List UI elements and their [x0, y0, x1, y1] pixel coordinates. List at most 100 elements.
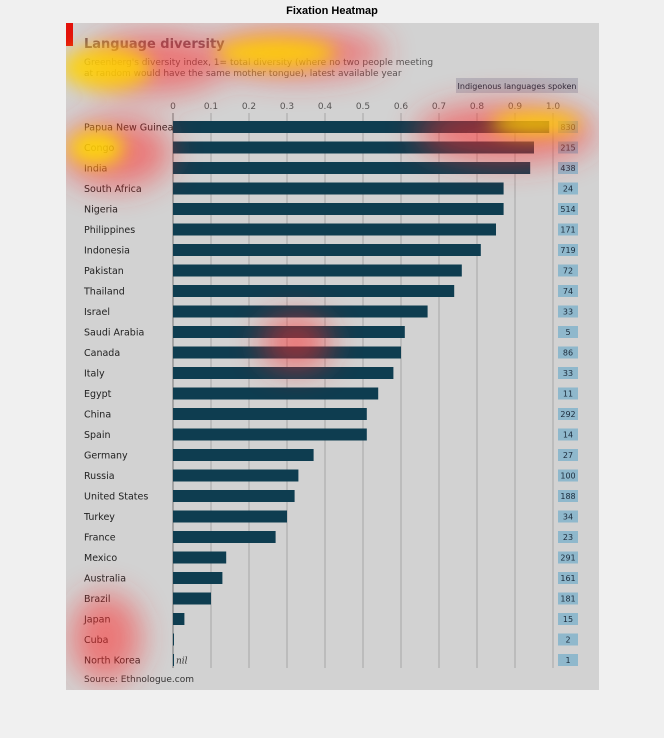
languages-badge	[558, 531, 578, 543]
languages-badge	[558, 162, 578, 174]
category-label: Japan	[83, 615, 111, 626]
category-label: Egypt	[84, 389, 112, 400]
bar	[173, 182, 504, 195]
languages-badge	[558, 223, 578, 236]
languages-badge	[558, 428, 578, 441]
x-tick-label: 0	[170, 102, 176, 112]
category-label: Brazil	[84, 594, 111, 605]
languages-badge	[558, 449, 578, 461]
category-label: United States	[84, 492, 148, 503]
languages-value: 34	[563, 513, 573, 522]
languages-value: 438	[560, 164, 575, 173]
bar	[173, 531, 276, 543]
languages-badge	[558, 264, 578, 277]
category-label: India	[84, 164, 107, 175]
bar	[173, 305, 428, 318]
bar	[173, 387, 379, 400]
accent-tab	[66, 23, 73, 46]
x-tick-label: 1.0	[546, 102, 561, 112]
languages-badge	[558, 305, 578, 318]
category-label: Thailand	[83, 287, 125, 298]
languages-badge	[558, 285, 578, 297]
bar	[173, 592, 211, 605]
languages-badge	[558, 613, 578, 625]
category-label: Italy	[84, 369, 105, 380]
x-tick-label: 0.4	[318, 102, 333, 112]
languages-value: 2	[565, 636, 570, 645]
languages-value: 181	[560, 595, 575, 604]
x-tick-label: 0.9	[508, 102, 523, 112]
languages-badge	[558, 572, 578, 584]
languages-value: 292	[560, 410, 575, 419]
bar	[173, 162, 531, 174]
figure-title: Fixation Heatmap	[286, 5, 378, 17]
bar	[173, 469, 299, 482]
category-label: Germany	[84, 451, 128, 462]
category-label: Indonesia	[84, 246, 130, 257]
languages-badge	[558, 551, 578, 564]
languages-value: 100	[560, 472, 575, 481]
bar	[173, 121, 550, 133]
languages-badge	[558, 203, 578, 215]
languages-badge	[558, 469, 578, 482]
languages-value: 27	[563, 451, 573, 460]
bar	[173, 346, 401, 359]
languages-badge	[558, 510, 578, 523]
category-label: France	[84, 533, 116, 544]
nil-label: nil	[176, 657, 188, 667]
languages-badge	[558, 490, 578, 502]
category-label: Saudi Arabia	[84, 328, 144, 339]
category-label: South Africa	[84, 184, 142, 195]
source-note: Source: Ethnologue.com	[84, 675, 194, 685]
bar	[173, 510, 287, 523]
bar	[173, 367, 394, 379]
languages-header-box	[456, 78, 578, 93]
bar	[173, 613, 185, 625]
bar	[173, 264, 462, 277]
languages-badge	[558, 346, 578, 359]
languages-value: 161	[560, 574, 575, 583]
bar	[173, 490, 295, 502]
chart-subtitle-line: Greenberg's diversity index, 1= total di…	[84, 58, 433, 68]
category-label: Cuba	[84, 635, 109, 646]
languages-value: 15	[563, 615, 573, 624]
languages-value: 24	[563, 185, 573, 194]
languages-value: 291	[560, 554, 575, 563]
category-label: Pakistan	[84, 266, 124, 277]
bar	[173, 285, 455, 297]
languages-value: 33	[563, 369, 573, 378]
category-label: Congo	[84, 143, 114, 154]
languages-value: 215	[560, 144, 575, 153]
bar	[173, 449, 314, 461]
bar	[173, 141, 534, 154]
languages-value: 1	[565, 656, 570, 665]
languages-value: 33	[563, 308, 573, 317]
x-tick-label: 0.6	[394, 102, 409, 112]
x-tick-label: 0.2	[242, 102, 256, 112]
languages-value: 719	[560, 246, 575, 255]
chart-title: Language diversity	[84, 37, 225, 52]
x-tick-label: 0.7	[432, 102, 446, 112]
category-label: Russia	[84, 471, 115, 482]
languages-badge	[558, 326, 578, 338]
category-label: Israel	[84, 307, 110, 318]
bar	[173, 551, 227, 564]
languages-value: 14	[563, 431, 573, 440]
x-tick-label: 0.8	[470, 102, 485, 112]
languages-value: 188	[560, 492, 575, 501]
languages-badge	[558, 408, 578, 420]
bar	[173, 326, 405, 338]
languages-badge	[558, 244, 578, 256]
languages-badge	[558, 387, 578, 400]
languages-value: 23	[563, 533, 573, 542]
languages-value: 514	[560, 205, 575, 214]
bar	[173, 633, 174, 646]
category-label: Mexico	[84, 553, 117, 564]
languages-badge	[558, 182, 578, 195]
languages-badge	[558, 654, 578, 666]
chart-subtitle-line: at random would have the same mother ton…	[84, 69, 402, 79]
x-tick-label: 0.5	[356, 102, 370, 112]
category-label: Turkey	[83, 512, 115, 523]
bar	[173, 203, 504, 215]
languages-value: 830	[560, 123, 575, 132]
